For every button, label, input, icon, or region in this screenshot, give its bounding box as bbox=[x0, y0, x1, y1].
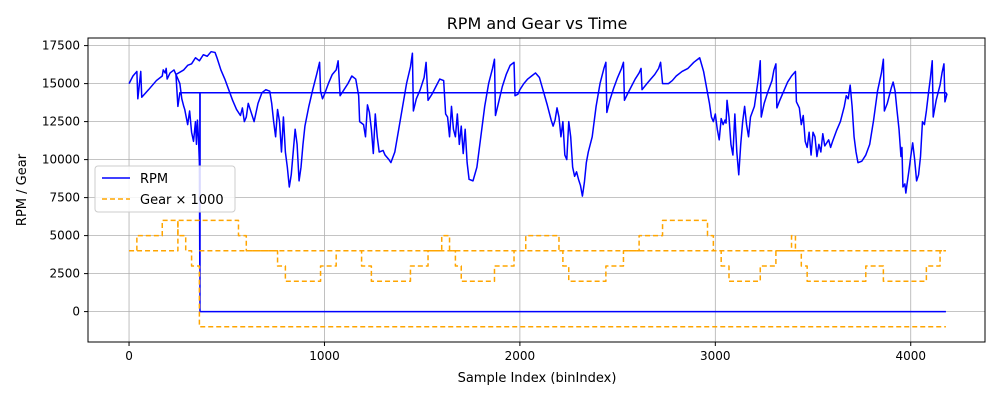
axes-frame bbox=[87, 37, 986, 343]
y-tick-label: 12500 bbox=[42, 115, 80, 129]
y-tick-label: 5000 bbox=[49, 229, 80, 243]
series-line-1 bbox=[199, 92, 946, 313]
y-tick-label: 15000 bbox=[42, 77, 80, 91]
x-tick-label: 1000 bbox=[309, 349, 340, 363]
y-tick-label: 17500 bbox=[42, 39, 80, 53]
legend: RPM Gear × 1000 bbox=[94, 165, 236, 213]
y-tick-label: 7500 bbox=[49, 191, 80, 205]
y-tick-label: 10000 bbox=[42, 153, 80, 167]
legend-gear-label: Gear × 1000 bbox=[140, 193, 224, 208]
x-axis-label: Sample Index (binIndex) bbox=[458, 371, 617, 386]
x-tick-label: 3000 bbox=[700, 349, 731, 363]
y-axis-label: RPM / Gear bbox=[15, 153, 30, 226]
x-tick-label: 2000 bbox=[505, 349, 536, 363]
series-line-3 bbox=[129, 219, 946, 282]
legend-rpm-label: RPM bbox=[140, 172, 168, 187]
chart-title: RPM and Gear vs Time bbox=[447, 14, 628, 33]
series-layer bbox=[128, 50, 948, 328]
y-tick-label: 0 bbox=[72, 305, 80, 319]
axis-ticks: 0 1000 2000 3000 4000 0 2500 5000 7500 10000 12500… bbox=[42, 39, 926, 363]
y-tick-label: 2500 bbox=[49, 267, 80, 281]
series-line-0 bbox=[128, 50, 948, 267]
series-line-2 bbox=[129, 219, 946, 328]
x-tick-label: 4000 bbox=[895, 349, 926, 363]
x-tick-label: 0 bbox=[125, 349, 133, 363]
